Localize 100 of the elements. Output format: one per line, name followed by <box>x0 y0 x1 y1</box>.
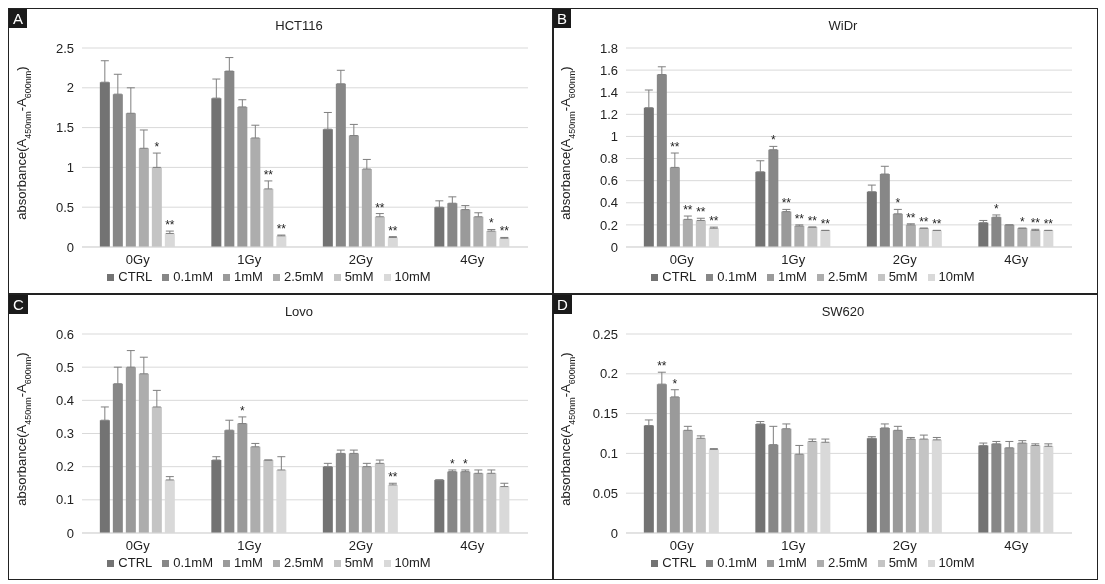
y-tick-label: 0.6 <box>599 173 618 189</box>
data-label: ** <box>932 217 942 232</box>
x-tick-label: 1Gy <box>237 538 262 554</box>
data-label: ** <box>499 224 510 239</box>
data-label: ** <box>919 215 929 230</box>
data-label: ** <box>657 359 667 374</box>
y-tick-label: 0 <box>610 525 618 541</box>
legend-label: 0.1mM <box>717 269 758 284</box>
data-label: * <box>489 216 494 231</box>
x-tick-label: 1Gy <box>237 252 262 268</box>
y-tick-label: 1.4 <box>599 84 618 100</box>
y-tick-label: 0.2 <box>55 459 74 475</box>
legend-label: 1mM <box>234 555 263 570</box>
data-label: * <box>1020 215 1025 230</box>
legend-label: CTRL <box>118 269 153 284</box>
legend-label: 2.5mM <box>283 555 324 570</box>
y-tick-label: 0.3 <box>55 426 74 442</box>
x-tick-label: 0Gy <box>125 252 151 268</box>
x-tick-label: 0Gy <box>669 538 695 554</box>
legend-label: 2.5mM <box>827 269 868 284</box>
y-tick-label: 0.6 <box>55 326 74 342</box>
data-label: ** <box>276 222 287 237</box>
y-tick-label: 0.1 <box>55 492 74 508</box>
legend-label: 5mM <box>344 555 374 570</box>
data-label: * <box>994 201 999 216</box>
y-tick-label: 0.5 <box>55 359 74 375</box>
data-label: ** <box>1030 216 1041 231</box>
chart-title: SW620 <box>821 304 865 319</box>
x-tick-label: 4Gy <box>1004 252 1029 268</box>
y-tick-label: 0.4 <box>55 392 74 408</box>
legend-label: 2.5mM <box>827 555 868 570</box>
legend-label: 0.1mM <box>717 555 758 570</box>
data-label: ** <box>388 223 398 238</box>
x-tick-label: 4Gy <box>460 252 485 268</box>
y-tick-label: 1 <box>66 160 74 176</box>
chart-title: WiDr <box>828 18 859 33</box>
legend-label: 5mM <box>888 555 918 570</box>
text: A <box>9 9 28 28</box>
x-tick-label: 1Gy <box>781 538 806 554</box>
y-tick-label: 0.8 <box>599 151 618 167</box>
text: B <box>553 9 572 28</box>
data-label: ** <box>165 218 175 233</box>
y-tick-label: 1.5 <box>55 120 74 136</box>
y-tick-label: 0.4 <box>599 195 618 211</box>
data-label: ** <box>794 211 805 226</box>
y-tick-label: 0 <box>66 525 74 541</box>
chart-title: HCT116 <box>275 18 323 33</box>
legend-label: 10mM <box>394 555 431 570</box>
y-tick-label: 1.2 <box>599 106 618 122</box>
text: C <box>9 295 28 314</box>
data-label: * <box>450 456 455 471</box>
data-label: * <box>154 140 160 155</box>
y-tick-label: 0.5 <box>55 199 74 215</box>
legend-label: 10mM <box>394 269 431 284</box>
legend-label: 1mM <box>234 269 263 284</box>
data-label: ** <box>781 196 792 211</box>
data-label: ** <box>696 205 706 220</box>
y-tick-label: 0.1 <box>599 446 618 462</box>
y-tick-label: 0.25 <box>592 326 618 342</box>
data-label: ** <box>263 167 274 182</box>
y-tick-label: 1.8 <box>599 40 618 56</box>
y-tick-label: 2.5 <box>55 40 74 56</box>
y-tick-label: 0.05 <box>592 485 618 501</box>
legend-label: 5mM <box>888 269 918 284</box>
x-tick-label: 0Gy <box>669 252 695 268</box>
legend-label: 10mM <box>938 269 975 284</box>
x-tick-label: 2Gy <box>348 538 374 554</box>
y-tick-label: 2 <box>66 80 74 96</box>
y-tick-label: 0.2 <box>599 366 618 382</box>
legend-label: CTRL <box>662 555 697 570</box>
legend-label: 0.1mM <box>173 555 214 570</box>
x-tick-label: 2Gy <box>892 538 918 554</box>
data-label: ** <box>709 214 719 229</box>
legend-label: 1mM <box>778 269 807 284</box>
data-label: ** <box>670 140 680 155</box>
y-tick-label: 0.15 <box>592 406 618 422</box>
data-label: ** <box>683 203 693 218</box>
data-label: ** <box>375 200 385 215</box>
data-label: * <box>240 403 245 418</box>
legend-label: 10mM <box>938 555 975 570</box>
data-label: ** <box>906 210 916 225</box>
x-tick-label: 2Gy <box>348 252 374 268</box>
legend-label: 2.5mM <box>283 269 324 284</box>
data-label: ** <box>388 470 398 485</box>
y-tick-label: 1.6 <box>599 62 618 78</box>
legend-label: 5mM <box>344 269 374 284</box>
legend-label: 0.1mM <box>173 269 214 284</box>
legend-label: 1mM <box>778 555 807 570</box>
y-tick-label: 0.2 <box>599 217 618 233</box>
x-tick-label: 2Gy <box>892 252 918 268</box>
y-tick-label: 0 <box>610 239 618 255</box>
data-label: ** <box>820 217 831 232</box>
legend-label: CTRL <box>118 555 153 570</box>
data-label: ** <box>807 214 818 229</box>
data-label: * <box>672 376 678 391</box>
x-tick-label: 4Gy <box>1004 538 1029 554</box>
text: D <box>553 295 572 314</box>
y-tick-label: 1 <box>610 129 618 145</box>
x-tick-label: 4Gy <box>460 538 485 554</box>
legend-label: CTRL <box>662 269 697 284</box>
